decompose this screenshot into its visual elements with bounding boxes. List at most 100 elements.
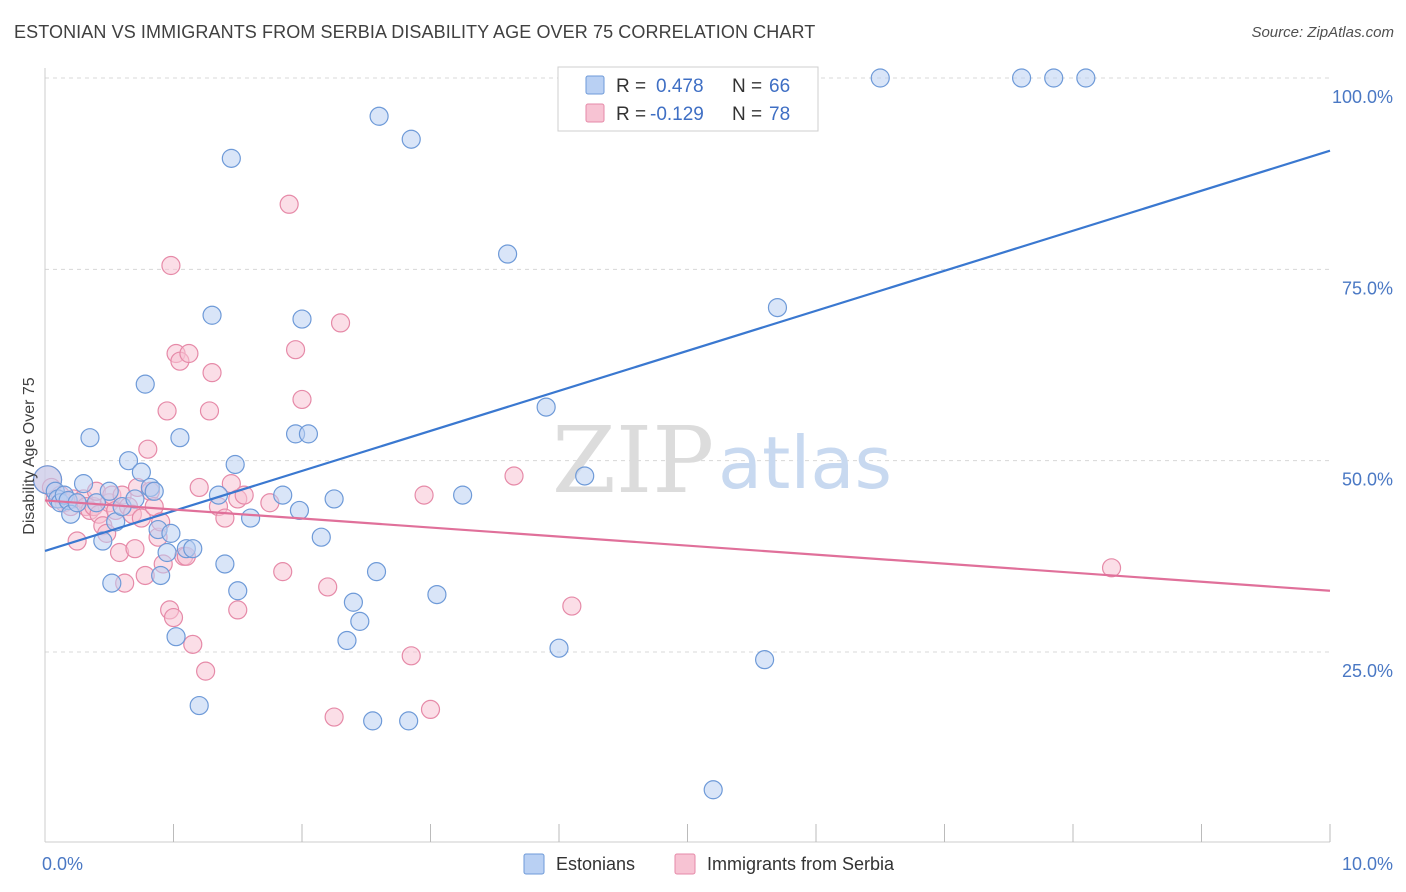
- point-estonians-66: [1076, 68, 1096, 88]
- point-estonians-54: [453, 485, 473, 505]
- point-estonians-24: [157, 542, 177, 563]
- point-estonians-51: [399, 711, 419, 731]
- bottom-legend-swatch-estonians: [523, 853, 545, 875]
- point-serbia-45: [196, 661, 216, 681]
- point-estonians-26: [166, 627, 186, 647]
- point-serbia-59: [318, 577, 338, 597]
- legend-n-value-estonians: 66: [769, 76, 790, 97]
- point-estonians-56: [536, 397, 556, 417]
- watermark-atlas: atlas: [718, 421, 892, 505]
- point-estonians-36: [228, 581, 248, 601]
- point-estonians-23: [151, 565, 171, 586]
- point-serbia-65: [504, 466, 524, 486]
- bottom-legend-serbia: Immigrants from Serbia: [707, 854, 895, 874]
- points-estonians: [32, 68, 1096, 800]
- point-estonians-45: [337, 630, 357, 651]
- point-estonians-35: [225, 454, 245, 475]
- y-axis-label: Disability Age Over 75: [21, 377, 38, 535]
- point-estonians-44: [324, 489, 344, 509]
- point-serbia-34: [157, 401, 177, 421]
- point-serbia-66: [562, 596, 582, 616]
- point-estonians-13: [102, 573, 122, 593]
- point-estonians-50: [369, 106, 389, 126]
- legend-r-value-estonians: 0.478: [656, 76, 704, 97]
- point-estonians-64: [1011, 68, 1032, 88]
- point-estonians-61: [767, 298, 788, 318]
- point-estonians-41: [292, 309, 312, 329]
- point-serbia-58: [292, 389, 312, 410]
- y-tick-labels: 25.0% 50.0% 75.0% 100.0%: [1332, 87, 1393, 681]
- series-legend: Estonians Immigrants from Serbia: [523, 853, 895, 875]
- point-estonians-48: [363, 711, 383, 731]
- point-estonians-37: [241, 508, 261, 528]
- point-estonians-9: [80, 428, 100, 448]
- watermark: ZIP atlas: [552, 407, 892, 514]
- point-estonians-34: [221, 148, 241, 168]
- point-serbia-42: [179, 343, 199, 364]
- point-serbia-56: [279, 194, 299, 214]
- point-estonians-30: [189, 695, 209, 716]
- point-estonians-8: [73, 474, 94, 494]
- point-estonians-47: [350, 611, 370, 631]
- axes: [44, 68, 1331, 843]
- point-estonians-46: [343, 592, 363, 612]
- point-estonians-38: [273, 485, 293, 505]
- legend-r-value-serbia: -0.129: [650, 104, 704, 125]
- point-serbia-61: [330, 313, 351, 333]
- point-estonians-42: [298, 424, 319, 444]
- legend-n-label-serbia: N =: [732, 104, 762, 125]
- point-estonians-25: [161, 523, 181, 543]
- point-estonians-21: [144, 481, 164, 501]
- legend-n-label-estonians: N =: [732, 76, 762, 97]
- x-tick-label-max: 10.0%: [1342, 854, 1393, 874]
- y-tick-label-75: 75.0%: [1342, 278, 1393, 298]
- point-estonians-52: [401, 129, 421, 149]
- point-serbia-53: [228, 600, 248, 620]
- legend-n-value-serbia: 78: [769, 104, 790, 125]
- point-serbia-64: [420, 699, 441, 720]
- point-serbia-57: [285, 340, 306, 360]
- x-tick-label-min: 0.0%: [42, 854, 83, 874]
- y-tick-label-100: 100.0%: [1332, 87, 1393, 107]
- point-estonians-53: [427, 584, 447, 605]
- legend-r-label-estonians: R =: [616, 76, 646, 97]
- point-estonians-55: [498, 244, 518, 264]
- point-estonians-43: [311, 527, 331, 547]
- point-serbia-43: [183, 634, 203, 654]
- point-serbia-63: [414, 485, 434, 505]
- point-serbia-24: [125, 539, 145, 559]
- point-serbia-36: [161, 255, 181, 276]
- point-serbia-44: [189, 477, 209, 498]
- point-estonians-58: [575, 466, 595, 486]
- stats-legend: R = 0.478 N = 66 R = -0.129 N = 78: [557, 66, 819, 132]
- source-label: Source: ZipAtlas.com: [1251, 24, 1394, 41]
- point-estonians-63: [870, 68, 890, 88]
- point-estonians-33: [215, 554, 235, 574]
- bottom-legend-estonians: Estonians: [556, 854, 635, 874]
- point-serbia-60: [324, 707, 344, 727]
- point-estonians-65: [1044, 68, 1064, 88]
- point-serbia-28: [138, 439, 158, 459]
- point-serbia-62: [401, 646, 421, 666]
- trend-lines: [44, 149, 1331, 592]
- y-tick-label-25: 25.0%: [1342, 661, 1393, 681]
- point-serbia-37: [163, 607, 184, 628]
- point-serbia-47: [202, 363, 222, 383]
- point-estonians-31: [202, 305, 222, 325]
- point-estonians-49: [366, 562, 387, 582]
- trend-line-serbia: [44, 499, 1331, 592]
- point-estonians-60: [754, 650, 775, 670]
- point-serbia-67: [1101, 558, 1122, 578]
- point-estonians-29: [183, 539, 203, 559]
- legend-swatch-serbia: [585, 103, 605, 123]
- point-estonians-57: [549, 638, 569, 658]
- point-estonians-59: [703, 780, 723, 800]
- point-serbia-55: [273, 562, 293, 582]
- point-estonians-12: [99, 481, 119, 501]
- legend-swatch-estonians: [585, 75, 605, 95]
- trend-line-estonians: [44, 149, 1331, 553]
- point-serbia-46: [199, 401, 220, 421]
- point-estonians-40: [289, 500, 310, 521]
- chart-title: ESTONIAN VS IMMIGRANTS FROM SERBIA DISAB…: [14, 22, 816, 42]
